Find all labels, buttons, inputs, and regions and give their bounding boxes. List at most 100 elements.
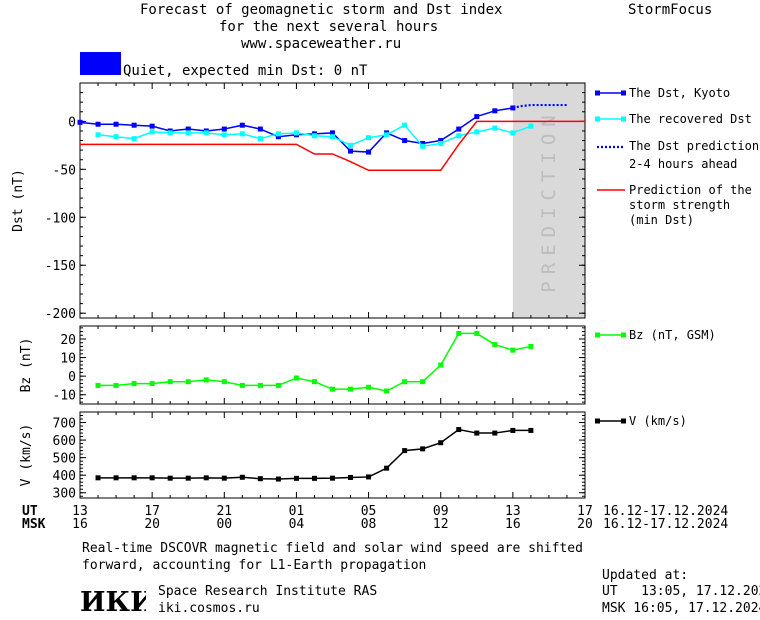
dst-ylabel: Dst (nT) (11, 169, 26, 232)
v-series-0-point (185, 475, 191, 481)
dst-series-1-point (438, 140, 444, 146)
v-series-0-point (420, 446, 426, 452)
legend-bz-marker (595, 332, 600, 338)
v-series-0-point (330, 475, 335, 481)
msk-axis-label: MSK (22, 517, 46, 532)
legend-dst-prediction-label-2: 2-4 hours ahead (629, 157, 737, 171)
legends: The Dst, Kyoto The recovered Dst The Dst p… (595, 86, 759, 428)
bz-series-0-point (239, 382, 245, 388)
status-text: Quiet, expected min Dst: 0 nT (123, 63, 368, 79)
dst-series-1-point (492, 125, 498, 131)
dst-ytick-label: -200 (45, 307, 76, 322)
v-series-0-point (131, 475, 137, 481)
bz-series-0-point (366, 384, 372, 390)
v-series-0-point (528, 427, 534, 433)
bz-series-0-point (348, 386, 354, 392)
v-ytick-label: 400 (53, 469, 76, 484)
dst-series-0-point (185, 126, 191, 132)
iki-logo-mark: ИКИ (80, 587, 146, 616)
dst-series-1-point (330, 134, 335, 140)
dst-series-1-point (185, 130, 191, 136)
ut-tick-label: 13 (505, 504, 521, 519)
msk-tick-label: 20 (144, 517, 160, 532)
legend-v-marker (621, 418, 626, 424)
bz-series-0-point (402, 379, 408, 385)
bz-series-0-point (384, 388, 390, 394)
bz-ytick-label: 10 (60, 352, 76, 367)
bz-series-0-point (528, 343, 534, 349)
ut-tick-label: 01 (289, 504, 305, 519)
dst-series-0-point (348, 148, 354, 154)
dst-series-1-point (528, 123, 534, 129)
legend-dst-recovered-marker (595, 116, 600, 122)
legend-dst-kyoto-marker (595, 90, 600, 96)
v-series-0-point (167, 475, 173, 481)
v-frame (79, 411, 586, 499)
dst-series-1-point (95, 132, 101, 138)
v-series-0-point (456, 427, 462, 433)
v-series-0-point (384, 465, 390, 471)
legend-dst-recovered-marker (621, 116, 626, 122)
msk-tick-label: 00 (216, 517, 232, 532)
ut-tick-label: 17 (577, 504, 593, 519)
bz-series-0-point (492, 342, 498, 348)
v-series-0-point (474, 430, 480, 436)
dst-series-1-point (221, 132, 227, 138)
v-series-0-point (348, 474, 354, 480)
dst-series-0-point (420, 140, 426, 146)
footer-note-line-1: Real-time DSCOVR magnetic field and sola… (82, 541, 583, 556)
msk-tick-label: 20 (577, 517, 593, 532)
v-series-0-point (221, 475, 227, 481)
dst-series-1-point (131, 136, 137, 142)
logo-lettering: ИКИ (80, 587, 146, 616)
dst-series-0-point (402, 138, 408, 144)
dst-series-0-point (239, 122, 245, 128)
bz-series-0-point (95, 382, 101, 388)
dst-series-1-point (402, 122, 408, 128)
v-series-0-point (275, 476, 281, 482)
legend-dst-recovered-label: The recovered Dst (629, 112, 752, 126)
v-ytick-label: 700 (53, 417, 76, 432)
bz-series-0-point (510, 347, 516, 353)
dst-ytick-label: 0 (68, 115, 76, 130)
ut-tick-label: 09 (433, 504, 449, 519)
dst-series-1-point (149, 129, 155, 135)
v-ytick-label: 600 (53, 434, 76, 449)
msk-range-label: 16.12-17.12.2024 (603, 517, 728, 532)
bz-series-0-point (456, 330, 462, 336)
v-series-0-point (203, 475, 209, 481)
bz-series-0-point (330, 386, 335, 392)
dst-series-0-point (474, 114, 480, 120)
bz-series-0-point (474, 330, 480, 336)
v-series-0-point (257, 476, 263, 482)
dst-series-1-point (293, 130, 299, 136)
bz-ytick-label: 20 (60, 333, 76, 348)
dst-series-1-point (239, 131, 245, 137)
v-ytick-label: 300 (53, 487, 76, 502)
bz-series-0-point (113, 382, 119, 388)
v-series-0-point (149, 475, 155, 481)
legend-dst-prediction-label-1: The Dst prediction (629, 139, 759, 153)
dst-ytick-label: -50 (53, 163, 76, 178)
footer-note-line-2: forward, accounting for L1-Earth propaga… (82, 558, 427, 573)
dst-series-0-point (456, 126, 462, 132)
v-series-0-point (293, 475, 299, 481)
iki-logo: ИКИ (80, 586, 146, 616)
dst-series-0-point (366, 149, 372, 155)
updated-msk: MSK 16:05, 17.12.2024 (602, 601, 760, 616)
dst-series-0-point (275, 134, 281, 140)
legend-dst-kyoto-label: The Dst, Kyoto (629, 86, 730, 100)
dst-series-1-point (113, 134, 119, 140)
legend-dst-kyoto-marker (621, 90, 626, 96)
ut-tick-label: 13 (72, 504, 88, 519)
dst-series-1-point (348, 142, 354, 148)
legend-storm-label-3: (min Dst) (629, 213, 694, 227)
dst-ytick-label: -100 (45, 211, 76, 226)
legend-bz-label: Bz (nT, GSM) (629, 328, 716, 342)
dst-series-1-point (420, 143, 426, 149)
bz-series-0-point (311, 379, 317, 385)
brand-name: StormFocus (628, 2, 713, 18)
ut-tick-label: 21 (216, 504, 232, 519)
dst-frame (79, 82, 586, 319)
bz-series-0-point (293, 375, 299, 381)
